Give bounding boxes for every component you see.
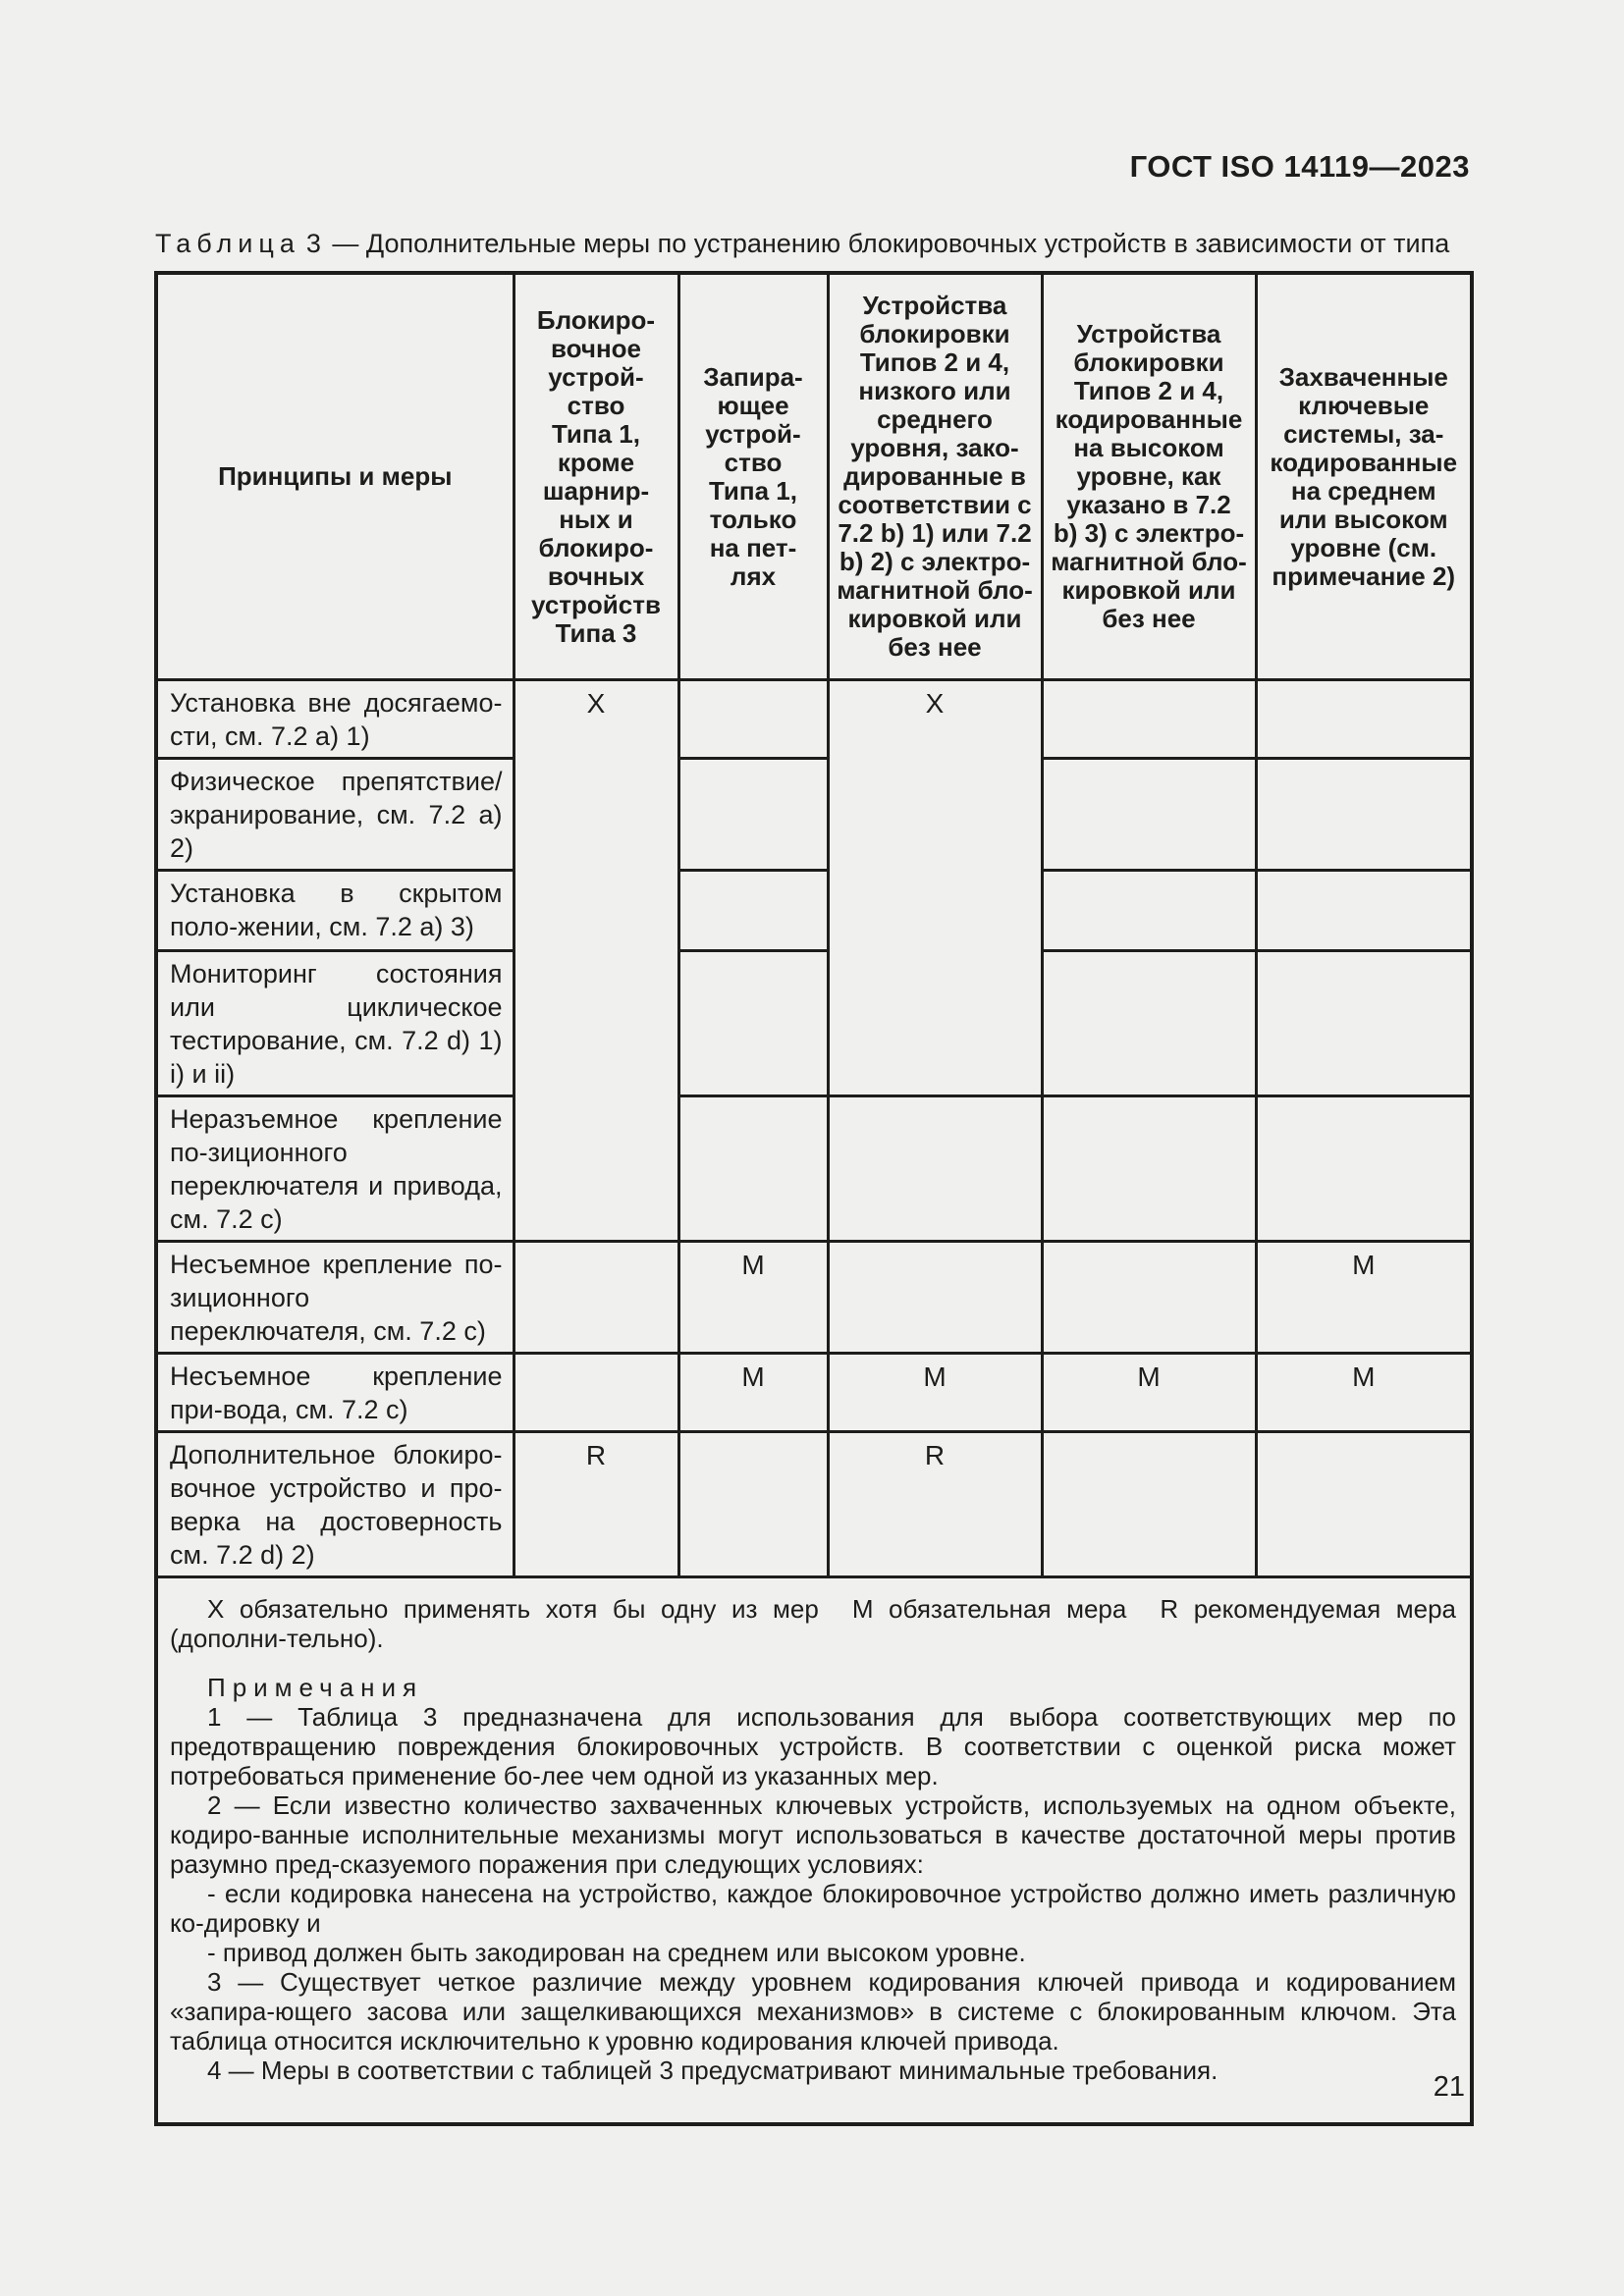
mark-cell	[1040, 1240, 1258, 1355]
mark-cell	[1254, 1095, 1474, 1243]
column-header-interlock-type1: Блокиро- вочное устрой- ство Типа 1, кро…	[512, 271, 680, 681]
mark-cell	[1040, 869, 1258, 952]
table-caption: Таблица 3 — Дополнительные меры по устран…	[155, 229, 1471, 259]
mark-cell: R	[826, 1430, 1044, 1578]
notes-row: X обязательно применять хотя бы одну из …	[154, 1575, 1474, 2126]
legend: X обязательно применять хотя бы одну из …	[170, 1594, 1456, 1653]
mark-cell	[1040, 757, 1258, 872]
legend-item-r: R рекомендуемая мера (дополни-тельно).	[170, 1594, 1457, 1653]
row-label: Установка вне досягаемо-сти, см. 7.2 a) …	[154, 678, 515, 760]
table-caption-text: — Дополнительные меры по устранению блок…	[332, 229, 1450, 258]
mark-cell	[677, 949, 830, 1097]
table-row: Неразъемное крепление по-зиционного пере…	[154, 1095, 1474, 1243]
mark-cell	[677, 1430, 830, 1578]
table-caption-word: Таблица	[155, 229, 300, 258]
mark-cell	[512, 1352, 680, 1433]
column-header-trapped-key: Захваченные ключевые системы, за- кодиро…	[1254, 271, 1474, 681]
mark-cell	[512, 1240, 680, 1355]
row-label: Неразъемное крепление по-зиционного пере…	[154, 1095, 515, 1243]
header-row: Принципы и меры Блокиро- вочное устрой- …	[154, 271, 1474, 681]
mark-cell: M	[1254, 1352, 1474, 1433]
mark-cell: M	[1040, 1352, 1258, 1433]
note-1: 1 — Таблица 3 предназначена для использо…	[170, 1702, 1456, 1790]
mark-cell	[1254, 678, 1474, 760]
note-2-bullet-1: - если кодировка нанесена на устройство,…	[170, 1879, 1456, 1938]
column-header-locking-device: Запира- ющее устрой- ство Типа 1, только…	[677, 271, 830, 681]
mark-cell	[1254, 1430, 1474, 1578]
legend-item-m: M обязательная мера	[851, 1594, 1127, 1624]
mark-cell	[677, 678, 830, 760]
measures-table: Принципы и меры Блокиро- вочное устрой- …	[154, 271, 1474, 2126]
table-row: Установка в скрытом поло-жении, см. 7.2 …	[154, 869, 1474, 952]
mark-cell: X	[512, 678, 680, 1243]
table-row: Физическое препятствие/ экранирование, с…	[154, 757, 1474, 872]
mark-cell: X	[826, 678, 1044, 1097]
mark-cell	[1040, 678, 1258, 760]
mark-cell	[1254, 949, 1474, 1097]
table-row: Дополнительное блокиро-вочное устройство…	[154, 1430, 1474, 1578]
mark-cell	[1254, 757, 1474, 872]
table-row: Несъемное крепление при-вода, см. 7.2 c)…	[154, 1352, 1474, 1433]
column-header-type24-high: Устройства блокировки Типов 2 и 4, кодир…	[1040, 271, 1258, 681]
note-3: 3 — Существует четкое различие между уро…	[170, 1967, 1456, 2056]
mark-cell	[826, 1095, 1044, 1243]
mark-cell: M	[677, 1352, 830, 1433]
mark-cell: M	[826, 1352, 1044, 1433]
row-label: Установка в скрытом поло-жении, см. 7.2 …	[154, 869, 515, 952]
mark-cell	[1254, 869, 1474, 952]
note-2-bullet-2: - привод должен быть закодирован на сред…	[207, 1938, 1026, 1967]
column-header-type24-low: Устройства блокировки Типов 2 и 4, низко…	[826, 271, 1044, 681]
mark-cell	[677, 869, 830, 952]
table-row: Мониторинг состояния или циклическое тес…	[154, 949, 1474, 1097]
mark-cell	[1040, 1430, 1258, 1578]
table-caption-number: 3	[305, 229, 321, 258]
note-4: 4 — Меры в соответствии с таблицей 3 пре…	[207, 2056, 1218, 2085]
row-label: Физическое препятствие/ экранирование, с…	[154, 757, 515, 872]
table-row: Установка вне досягаемо-сти, см. 7.2 a) …	[154, 678, 1474, 1243]
mark-cell: R	[512, 1430, 680, 1578]
page-number: 21	[1433, 2071, 1465, 2103]
row-label: Несъемное крепление при-вода, см. 7.2 c)	[154, 1352, 515, 1433]
row-label: Несъемное крепление по-зиционного перекл…	[154, 1240, 515, 1355]
standard-number: ГОСТ ISO 14119—2023	[1129, 149, 1470, 184]
note-2: 2 — Если известно количество захваченных…	[170, 1790, 1456, 1879]
mark-cell: M	[1254, 1240, 1474, 1355]
row-label: Мониторинг состояния или циклическое тес…	[154, 949, 515, 1097]
mark-cell	[677, 757, 830, 872]
column-header-principles: Принципы и меры	[154, 271, 515, 681]
mark-cell	[826, 1240, 1044, 1355]
notes-title: Примечания	[207, 1673, 424, 1702]
mark-cell	[1040, 1095, 1258, 1243]
table-footnotes: X обязательно применять хотя бы одну из …	[154, 1575, 1474, 2126]
mark-cell	[677, 1095, 830, 1243]
mark-cell: M	[677, 1240, 830, 1355]
legend-item-x: X обязательно применять хотя бы одну из …	[207, 1594, 819, 1624]
mark-cell	[1040, 949, 1258, 1097]
row-label: Дополнительное блокиро-вочное устройство…	[154, 1430, 515, 1578]
table-row: Несъемное крепление по-зиционного перекл…	[154, 1240, 1474, 1355]
